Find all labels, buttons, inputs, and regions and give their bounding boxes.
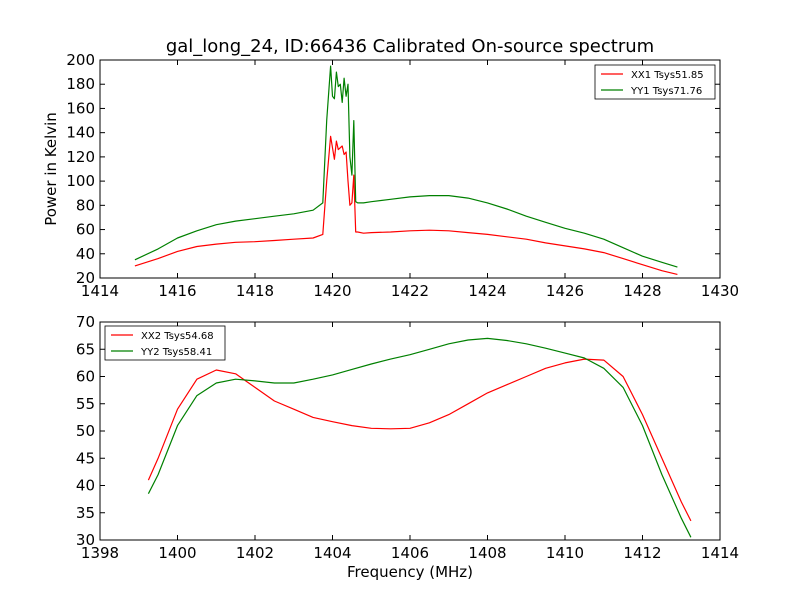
- top-plot-frame: [99, 59, 721, 279]
- bottom-legend-label-yy2: YY2 Tsys58.41: [140, 347, 212, 358]
- top-series-lines: [134, 65, 678, 275]
- top-y-tick-label: 120: [66, 148, 95, 166]
- bottom-x-tick-label: 1406: [391, 544, 429, 562]
- top-x-tick-label: 1424: [468, 282, 506, 300]
- top-y-tick-label: 80: [76, 196, 95, 214]
- bottom-x-tick-label: 1408: [468, 544, 506, 562]
- figure-title: gal_long_24, ID:66436 Calibrated On-sour…: [166, 36, 654, 57]
- bottom-y-tick-label: 35: [76, 504, 95, 522]
- top-x-tick-label: 1426: [546, 282, 584, 300]
- top-series-line-yy: [134, 65, 678, 268]
- bottom-x-tick-label: 1398: [81, 544, 119, 562]
- top-legend: XX1 Tsys51.85 YY1 Tsys71.76: [594, 64, 716, 100]
- top-y-tick-label: 20: [76, 269, 95, 287]
- top-x-tick-label: 1430: [701, 282, 739, 300]
- top-legend-label-yy1: YY1 Tsys71.76: [630, 86, 702, 97]
- bottom-ticks: 1398 1400 1402 1404 1406 1408 1410 1412 1414 30 35…: [76, 313, 739, 562]
- top-y-tick-label: 140: [66, 124, 95, 142]
- bottom-y-tick-label: 60: [76, 368, 95, 386]
- bottom-x-tick-label: 1410: [546, 544, 584, 562]
- top-x-tick-label: 1420: [313, 282, 351, 300]
- bottom-y-tick-label: 50: [76, 422, 95, 440]
- bottom-x-axis-title: Frequency (MHz): [347, 563, 473, 581]
- bottom-x-tick-label: 1412: [623, 544, 661, 562]
- bottom-legend-box: [104, 325, 226, 361]
- top-series-line-xx: [134, 135, 678, 275]
- top-legend-box: [594, 64, 716, 100]
- bottom-x-tick-label: 1400: [158, 544, 196, 562]
- top-y-tick-label: 100: [66, 172, 95, 190]
- bottom-plot-frame: [99, 321, 721, 541]
- bottom-series-lines: [147, 337, 692, 538]
- bottom-plot-panel: 1398 1400 1402 1404 1406 1408 1410 1412 1414 30 35…: [76, 313, 739, 581]
- bottom-y-tick-label: 45: [76, 449, 95, 467]
- bottom-legend-label-xx2: XX2 Tsys54.68: [141, 331, 214, 342]
- bottom-y-tick-label: 70: [76, 313, 95, 331]
- top-y-tick-label: 180: [66, 75, 95, 93]
- top-x-tick-label: 1414: [81, 282, 119, 300]
- bottom-x-tick-label: 1414: [701, 544, 739, 562]
- top-y-tick-label: 60: [76, 221, 95, 239]
- top-y-axis-title: Power in Kelvin: [42, 112, 60, 226]
- bottom-y-tick-label: 65: [76, 340, 95, 358]
- top-y-tick-label: 160: [66, 99, 95, 117]
- bottom-series-line-xx: [147, 358, 692, 522]
- bottom-y-tick-label: 30: [76, 531, 95, 549]
- top-x-tick-label: 1418: [236, 282, 274, 300]
- top-ticks: 1414 1416 1418 1420 1422 1424 1426 1428 1430 20 40…: [66, 51, 739, 300]
- top-y-tick-label: 40: [76, 245, 95, 263]
- top-x-tick-label: 1422: [391, 282, 429, 300]
- top-plot-panel: Power in Kelvin 1414 1416 1418 1420 1422 1424…: [42, 51, 739, 300]
- bottom-y-tick-label: 40: [76, 477, 95, 495]
- top-legend-label-xx1: XX1 Tsys51.85: [631, 70, 704, 81]
- bottom-x-tick-label: 1404: [313, 544, 351, 562]
- top-x-tick-label: 1428: [623, 282, 661, 300]
- bottom-legend: XX2 Tsys54.68 YY2 Tsys58.41: [104, 325, 226, 361]
- top-y-tick-label: 200: [66, 51, 95, 69]
- top-x-tick-label: 1416: [158, 282, 196, 300]
- bottom-x-tick-label: 1402: [236, 544, 274, 562]
- bottom-y-tick-label: 55: [76, 395, 95, 413]
- bottom-series-line-yy: [147, 337, 692, 538]
